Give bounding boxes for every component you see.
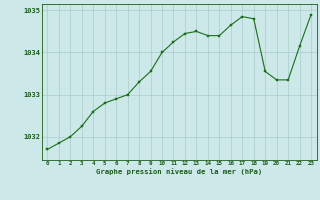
X-axis label: Graphe pression niveau de la mer (hPa): Graphe pression niveau de la mer (hPa) xyxy=(96,168,262,175)
